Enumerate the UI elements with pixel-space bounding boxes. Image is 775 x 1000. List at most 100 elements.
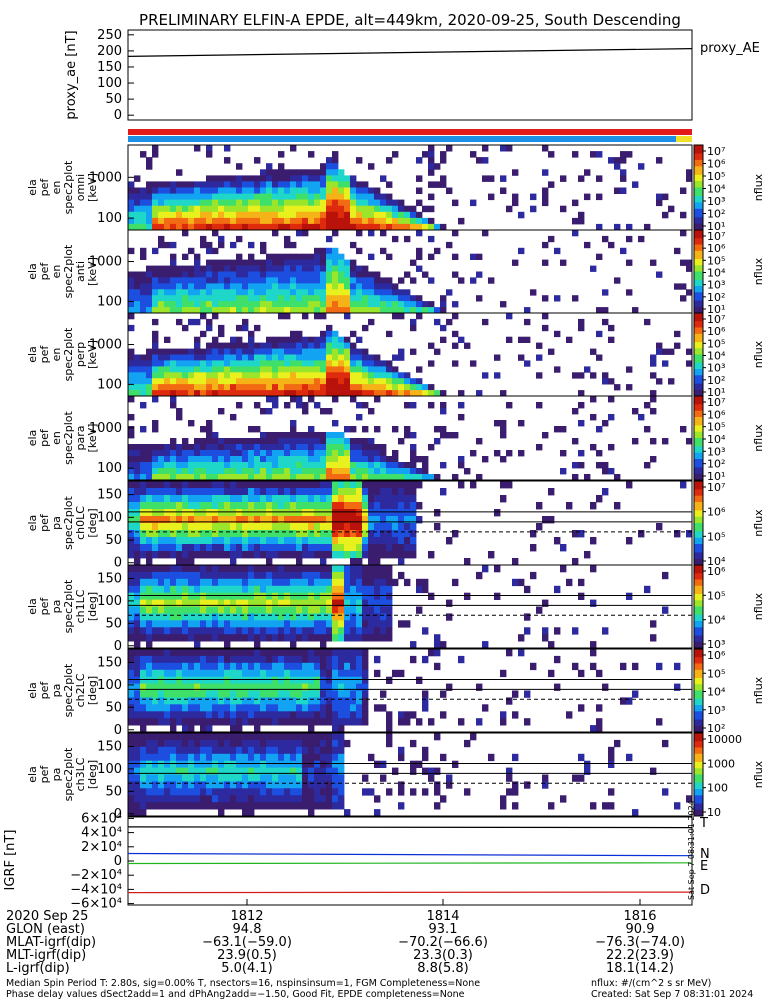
spectrogram-cell: [182, 301, 189, 308]
spectrogram-cell: [194, 181, 201, 188]
spectrogram-cell: [194, 523, 201, 531]
colorbar-segment: [694, 631, 703, 634]
spectrogram-cell: [278, 767, 285, 775]
spectrogram-cell: [260, 372, 267, 379]
colorbar-segment: [694, 302, 703, 306]
spectrogram-cell: [302, 753, 309, 762]
spectrogram-cell: [212, 372, 219, 379]
spectrogram-cell: [326, 259, 333, 266]
spectrogram-cell: [260, 265, 267, 272]
spectrogram-cell: [158, 544, 165, 552]
spectrogram-cell: [164, 704, 171, 712]
spectrogram-cell: [230, 283, 237, 290]
spectrogram-cell: [326, 746, 333, 755]
spectrogram-cell: [368, 366, 375, 373]
spectrogram-cell: [218, 295, 225, 302]
spectrogram-cell: [308, 372, 315, 379]
spectrogram-cell: [284, 378, 291, 385]
spectrogram-cell: [266, 265, 273, 272]
spectrogram-cell: [128, 599, 135, 607]
spectrogram-cell: [254, 372, 261, 379]
spectrogram-cell: [386, 366, 393, 373]
spectrogram-cell: [632, 181, 639, 188]
spectrogram-cell: [338, 802, 345, 810]
spectrogram-cell: [146, 767, 153, 775]
spectrogram-ytick-label: 0: [114, 639, 122, 654]
spectrogram-cell: [590, 372, 597, 379]
spectrogram-cell: [284, 530, 291, 538]
spectrogram-cell: [152, 565, 159, 573]
colorbar-segment: [694, 273, 703, 277]
spectrogram-cell: [284, 390, 291, 397]
spectrogram-cell: [224, 384, 231, 391]
colorbar-tick-label: 10³: [707, 195, 725, 208]
colorbar-segment: [694, 240, 703, 243]
spectrogram-cell: [326, 565, 333, 573]
spectrogram-cell: [638, 235, 645, 243]
spectrogram-cell: [230, 627, 237, 635]
spectrogram-cell: [320, 348, 327, 355]
spectrogram-cell: [176, 217, 183, 225]
spectrogram-cell: [368, 378, 375, 385]
spectrogram-cell: [272, 606, 279, 614]
spectrogram-cell: [356, 372, 363, 379]
spectrogram-cell: [278, 739, 285, 748]
spectrogram-cell: [278, 151, 285, 158]
spectrogram-cell: [356, 683, 363, 691]
spectrogram-cell: [254, 718, 261, 726]
x-axis-row-value: 94.8: [233, 922, 262, 937]
spectrogram-cell: [308, 565, 315, 573]
spectrogram-cell: [134, 366, 141, 373]
spectrogram-cell: [410, 788, 417, 796]
spectrogram-cell: [410, 223, 417, 231]
spectrogram-cell: [200, 481, 207, 489]
spectrogram-cell: [374, 669, 381, 678]
spectrogram-cell: [602, 462, 609, 469]
spectrogram-cell: [224, 175, 231, 182]
proxy-ae-ytick-label: 0: [114, 108, 122, 123]
spectrogram-cell: [350, 571, 357, 580]
spectrogram-cell: [596, 669, 603, 678]
spectrogram-cell: [212, 669, 219, 678]
spectrogram-cell: [398, 295, 405, 302]
spectrogram-cell: [230, 265, 237, 272]
colorbar-segment: [694, 686, 703, 689]
spectrogram-cell: [140, 444, 147, 451]
colorbar-tick-label: 10⁵: [707, 170, 725, 183]
spectrogram-cell: [200, 295, 207, 302]
spectrogram-cell: [164, 223, 171, 231]
spectrogram-cell: [260, 283, 267, 290]
spectrogram-cell: [590, 649, 597, 657]
spectrogram-cell: [314, 627, 321, 635]
spectrogram-cell: [350, 481, 357, 489]
spectrogram-cell: [206, 354, 213, 361]
spectrogram-cell: [398, 718, 405, 726]
spectrogram-cell: [152, 683, 159, 691]
spectrogram-cell: [194, 641, 201, 649]
colorbar-segment: [694, 467, 703, 470]
spectrogram-cell: [350, 627, 357, 635]
spectrogram-cell: [284, 760, 291, 768]
spectrogram-cell: [290, 336, 297, 343]
spectrogram-cell: [350, 613, 357, 621]
colorbar-segment: [694, 729, 703, 733]
spectrogram-cell: [164, 193, 171, 201]
spectrogram-cell: [152, 523, 159, 531]
spectrogram-cell: [266, 354, 273, 361]
spectrogram-cell: [236, 360, 243, 367]
spectrogram-cell: [368, 788, 375, 796]
spectrogram-cell: [290, 662, 297, 671]
spectrogram-cell: [242, 690, 249, 698]
spectrogram-cell: [620, 247, 627, 255]
spectrogram-cell: [452, 360, 459, 367]
spectrogram-cell: [302, 585, 309, 594]
spectrogram-cell: [206, 307, 213, 314]
spectrogram-cell: [374, 495, 381, 503]
spectrogram-cell: [272, 704, 279, 712]
spectrogram-cell: [200, 462, 207, 469]
spectrogram-cell: [272, 230, 279, 237]
spectrogram-cell: [182, 578, 189, 587]
spectrogram-cell: [230, 360, 237, 367]
spectrogram-cell: [332, 627, 339, 635]
spectrogram-cell: [248, 462, 255, 469]
